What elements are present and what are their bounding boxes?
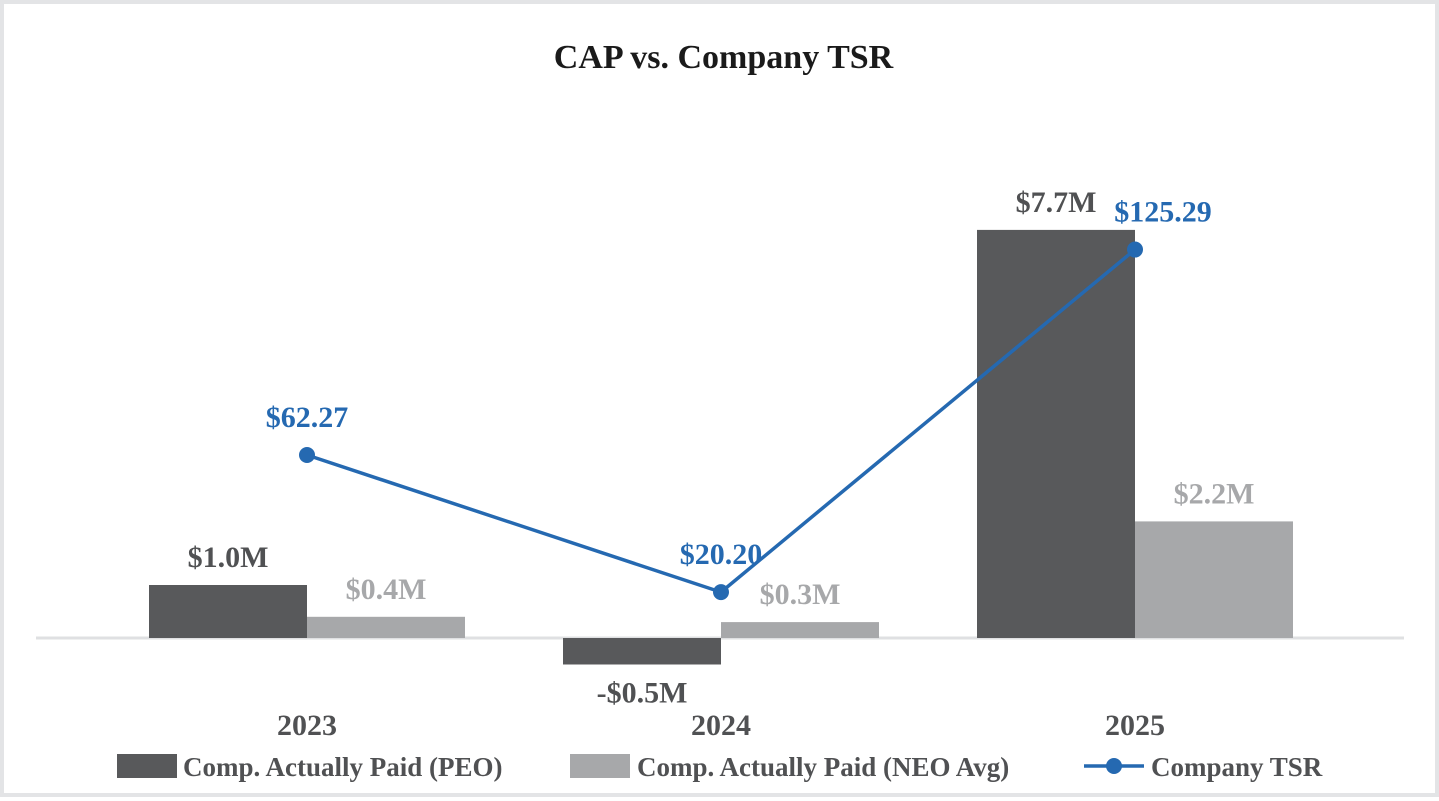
legend-label-tsr: Company TSR <box>1151 752 1323 782</box>
data-label-tsr-2023: $62.27 <box>266 401 349 434</box>
legend-label-neo: Comp. Actually Paid (NEO Avg) <box>637 752 1009 782</box>
legend-swatch-peo <box>117 754 177 778</box>
cap-vs-tsr-chart: CAP vs. Company TSR $1.0M $0.4M 2023 -$0.5M $… <box>36 39 1404 782</box>
legend-label-peo: Comp. Actually Paid (PEO) <box>183 752 503 782</box>
x-tick-label-2023: 2023 <box>277 709 337 742</box>
tsr-point-2023 <box>299 446 315 463</box>
legend-swatch-neo <box>570 754 630 778</box>
bar-neo-2025 <box>1135 521 1293 638</box>
legend-marker-tsr <box>1106 758 1122 774</box>
x-tick-label-2025: 2025 <box>1105 709 1165 742</box>
bar-peo-2024 <box>563 638 721 665</box>
tsr-point-2024 <box>713 584 729 601</box>
data-label-peo-2025: $7.7M <box>1016 186 1097 219</box>
x-tick-label-2024: 2024 <box>691 709 751 742</box>
tsr-point-2025 <box>1127 241 1143 258</box>
data-label-neo-2023: $0.4M <box>346 573 427 606</box>
bar-neo-2023 <box>307 616 465 638</box>
data-label-tsr-2024: $20.20 <box>680 538 763 571</box>
data-label-peo-2023: $1.0M <box>188 541 269 574</box>
bar-neo-2024 <box>721 622 879 638</box>
bar-peo-2023 <box>149 585 307 638</box>
data-label-neo-2025: $2.2M <box>1174 477 1255 510</box>
data-label-neo-2024: $0.3M <box>760 578 841 611</box>
data-label-tsr-2025: $125.29 <box>1114 196 1212 229</box>
bar-peo-2025 <box>977 229 1135 638</box>
data-label-peo-2024: -$0.5M <box>597 677 688 710</box>
chart-title: CAP vs. Company TSR <box>554 39 894 76</box>
